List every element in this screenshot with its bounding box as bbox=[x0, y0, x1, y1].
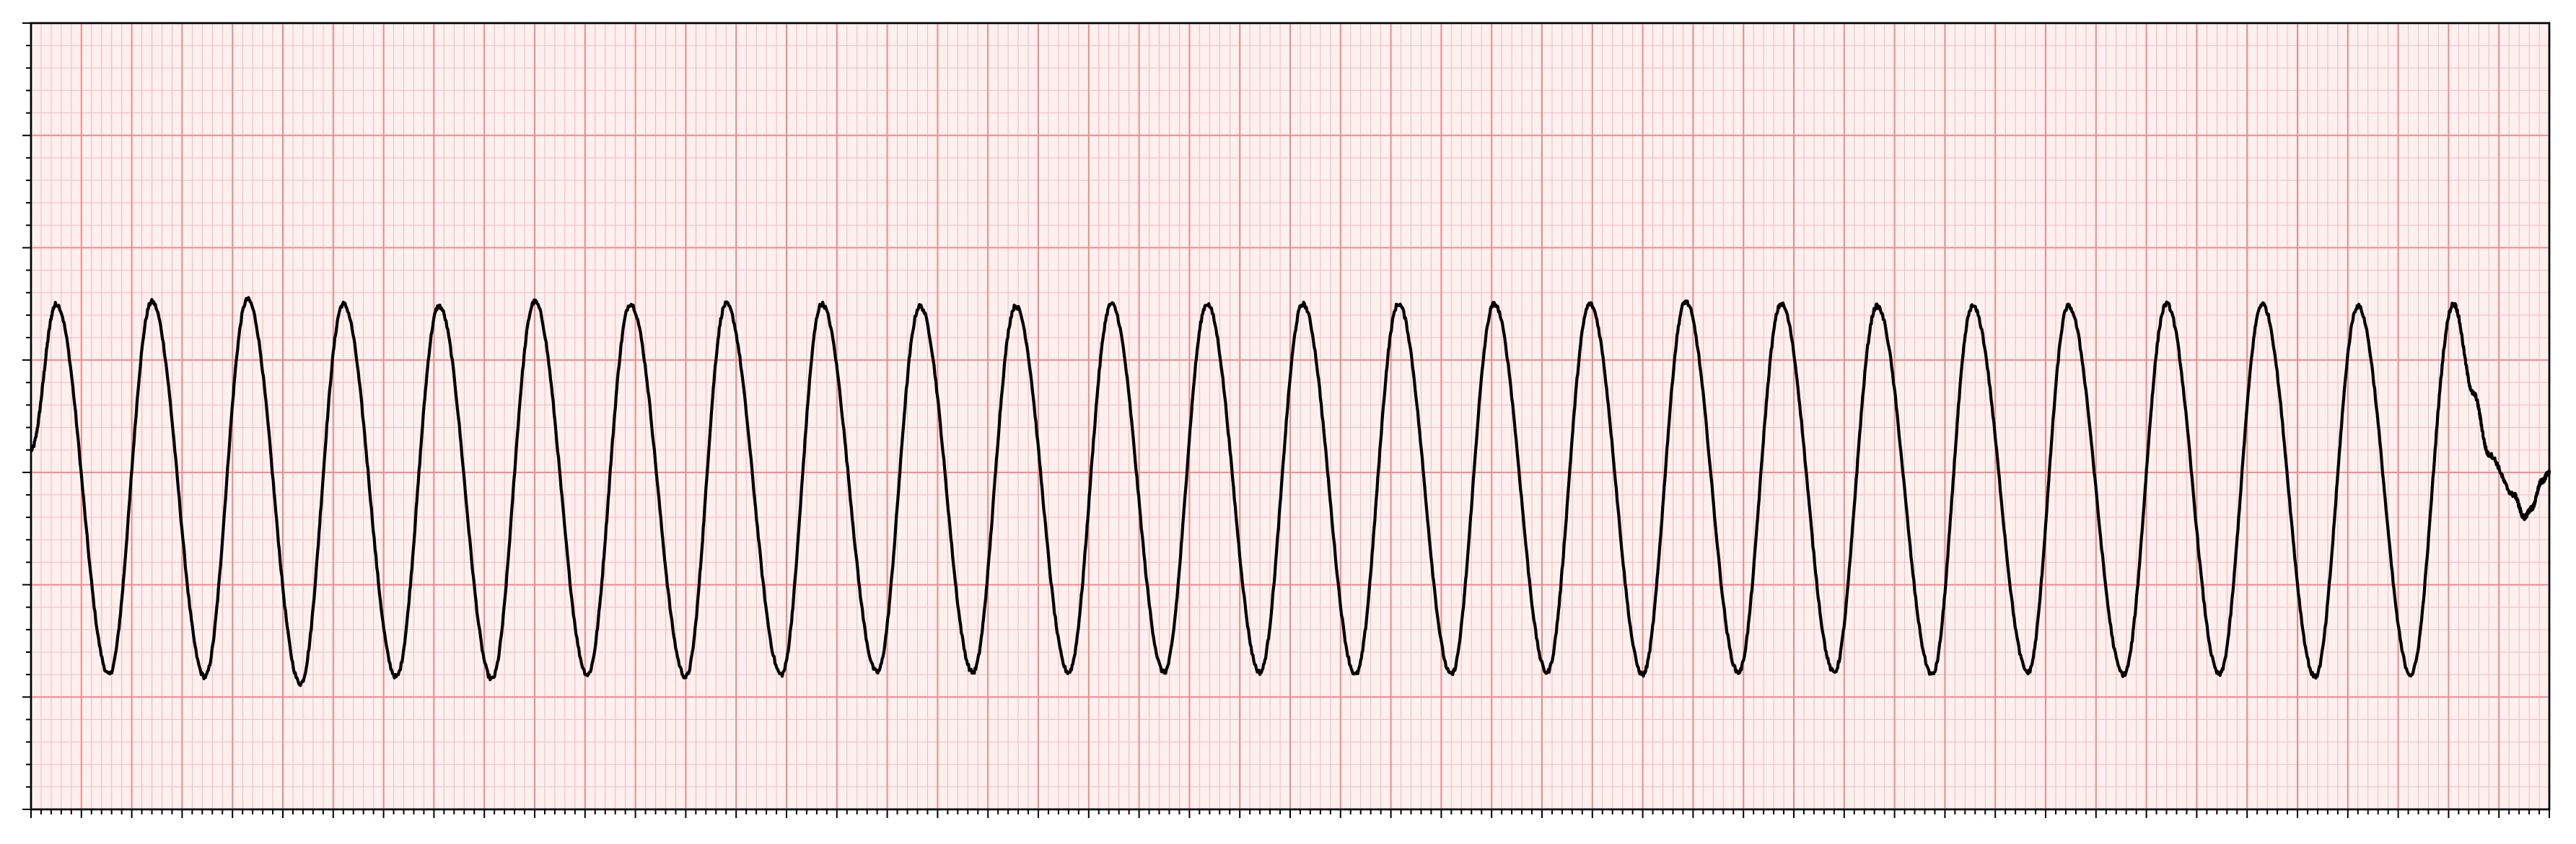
ecg-figure bbox=[0, 0, 2576, 844]
